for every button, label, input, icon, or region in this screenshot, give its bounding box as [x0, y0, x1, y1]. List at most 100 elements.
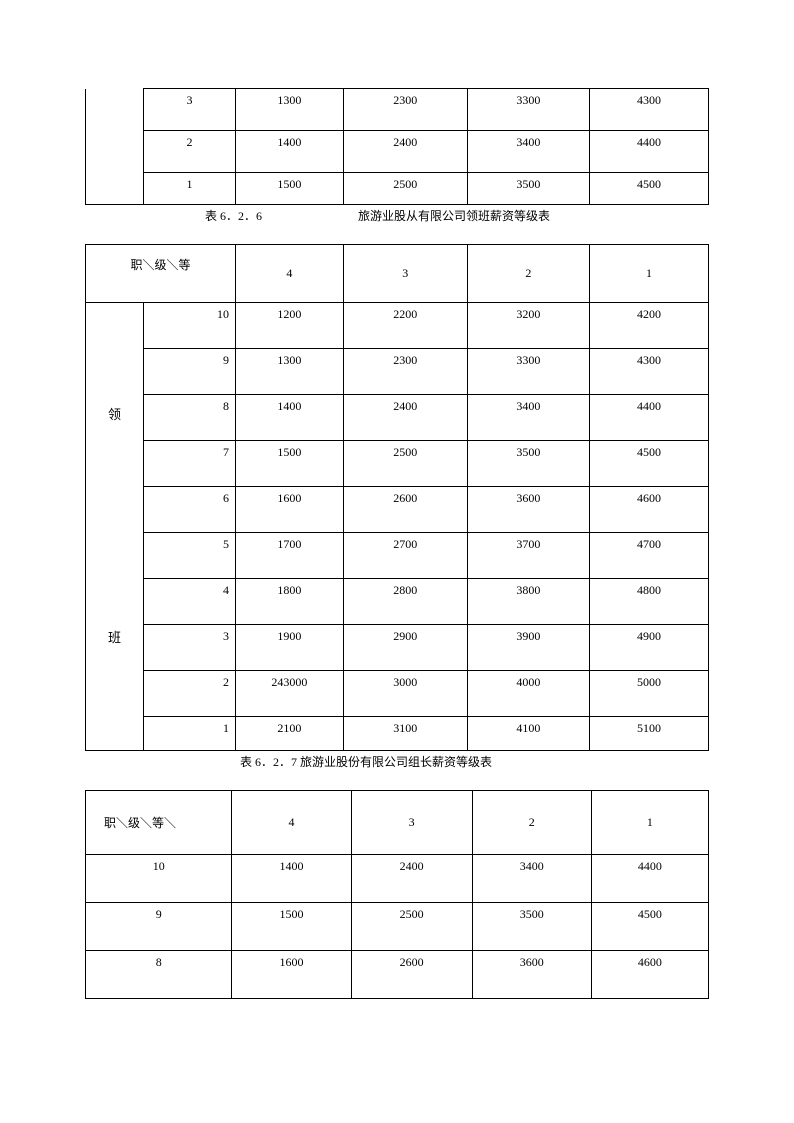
cell: 2600: [343, 487, 467, 533]
cell: 2900: [343, 625, 467, 671]
cell: 4300: [589, 89, 708, 131]
cell: 2400: [351, 855, 472, 903]
cell: 2400: [343, 131, 467, 173]
cell: 4700: [589, 533, 708, 579]
cell: 1400: [236, 131, 344, 173]
table-row: 2 243000 3000 4000 5000: [86, 671, 709, 717]
cell: 3200: [467, 303, 589, 349]
cell: 1300: [236, 89, 344, 131]
cell: 4900: [589, 625, 708, 671]
cell: 2500: [343, 441, 467, 487]
cell-level: 10: [86, 855, 232, 903]
side-label-bottom: 班: [108, 612, 121, 664]
cell: 4600: [589, 487, 708, 533]
cell-level: 8: [143, 395, 235, 441]
cell: 4400: [591, 855, 708, 903]
cell: 2700: [343, 533, 467, 579]
table-627: 职＼级＼等 4 3 2 1 领 班 10 1200 2200 3200 4200…: [85, 244, 709, 751]
cell: 4400: [589, 131, 708, 173]
cell: 2400: [343, 395, 467, 441]
cell-level: 9: [143, 349, 235, 395]
table-row: 7 1500 2500 3500 4500: [86, 441, 709, 487]
cell-level: 1: [143, 717, 235, 751]
table-row: 5 1700 2700 3700 4700: [86, 533, 709, 579]
cell: 2500: [351, 903, 472, 951]
cell: 1600: [232, 951, 351, 999]
cell: 4200: [589, 303, 708, 349]
caption-627: 表 6．2．7 旅游业股份有限公司组长薪资等级表: [85, 753, 709, 770]
cell: 243000: [236, 671, 344, 717]
cell: 1300: [236, 349, 344, 395]
cell: 2600: [351, 951, 472, 999]
cell: 1500: [232, 903, 351, 951]
table-628-fragment: 职＼级＼等＼ 4 3 2 1 10 1400 2400 3400 4400 9 …: [85, 790, 709, 999]
cell: 4500: [591, 903, 708, 951]
cell: 3400: [467, 395, 589, 441]
cell-level: 3: [143, 89, 235, 131]
cell: 1500: [236, 173, 344, 205]
col-header: 4: [232, 791, 351, 855]
cell-level: 3: [143, 625, 235, 671]
cell: 3600: [472, 951, 591, 999]
cell: 1500: [236, 441, 344, 487]
cell-level: 1: [143, 173, 235, 205]
cell: 4800: [589, 579, 708, 625]
header-corner: 职＼级＼等＼: [86, 791, 232, 855]
cell: 1800: [236, 579, 344, 625]
table-header-row: 职＼级＼等＼ 4 3 2 1: [86, 791, 709, 855]
table-header-row: 职＼级＼等 4 3 2 1: [86, 245, 709, 303]
cell: 3800: [467, 579, 589, 625]
col-header: 1: [589, 245, 708, 303]
cell: 1200: [236, 303, 344, 349]
row-side-blank: [86, 89, 144, 205]
cell: 3600: [467, 487, 589, 533]
cell: 3400: [472, 855, 591, 903]
col-header: 1: [591, 791, 708, 855]
table-row: 6 1600 2600 3600 4600: [86, 487, 709, 533]
col-header: 4: [236, 245, 344, 303]
cell: 4000: [467, 671, 589, 717]
cell: 4500: [589, 173, 708, 205]
cell: 2500: [343, 173, 467, 205]
cell-level: 2: [143, 131, 235, 173]
caption-num: 表 6．2．6: [205, 209, 262, 223]
cell: 2300: [343, 349, 467, 395]
cell: 1400: [236, 395, 344, 441]
table-row: 3 1900 2900 3900 4900: [86, 625, 709, 671]
col-header: 2: [472, 791, 591, 855]
cell: 1700: [236, 533, 344, 579]
cell: 3900: [467, 625, 589, 671]
cell-level: 4: [143, 579, 235, 625]
cell-level: 10: [143, 303, 235, 349]
cell-level: 7: [143, 441, 235, 487]
table-row: 8 1600 2600 3600 4600: [86, 951, 709, 999]
cell: 3500: [472, 903, 591, 951]
table-row: 10 1400 2400 3400 4400: [86, 855, 709, 903]
cell-level: 8: [86, 951, 232, 999]
cell: 3700: [467, 533, 589, 579]
cell: 3300: [467, 349, 589, 395]
table-row: 4 1800 2800 3800 4800: [86, 579, 709, 625]
caption-text: 表 6．2．7 旅游业股份有限公司组长薪资等级表: [240, 755, 492, 769]
table-row: 9 1300 2300 3300 4300: [86, 349, 709, 395]
cell: 2300: [343, 89, 467, 131]
cell: 4600: [591, 951, 708, 999]
cell-level: 9: [86, 903, 232, 951]
cell: 1600: [236, 487, 344, 533]
cell-level: 6: [143, 487, 235, 533]
cell: 3300: [467, 89, 589, 131]
side-label: 领 班: [86, 303, 144, 751]
side-label-top: 领: [108, 389, 121, 441]
cell: 4400: [589, 395, 708, 441]
page-content: 3 1300 2300 3300 4300 2 1400 2400 3400 4…: [0, 0, 794, 1039]
cell-level: 2: [143, 671, 235, 717]
col-header: 3: [343, 245, 467, 303]
cell: 2100: [236, 717, 344, 751]
cell: 1900: [236, 625, 344, 671]
cell: 3100: [343, 717, 467, 751]
cell: 2200: [343, 303, 467, 349]
table-row: 1 1500 2500 3500 4500: [86, 173, 709, 205]
table-626-fragment: 3 1300 2300 3300 4300 2 1400 2400 3400 4…: [85, 88, 709, 205]
col-header: 2: [467, 245, 589, 303]
cell: 2800: [343, 579, 467, 625]
